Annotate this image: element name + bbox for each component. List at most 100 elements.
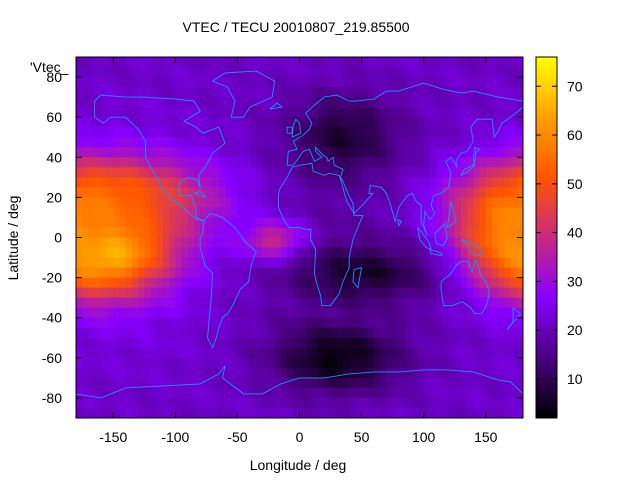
heat-cell <box>268 317 276 329</box>
heat-cell <box>249 407 257 418</box>
heat-cell <box>280 227 288 239</box>
heat-cell <box>473 57 481 68</box>
heat-cell <box>324 287 332 299</box>
heat-cell <box>311 407 319 418</box>
heat-cell <box>262 397 270 409</box>
heat-cell <box>280 237 288 249</box>
heat-cell <box>516 57 523 68</box>
heat-cell <box>107 397 114 409</box>
heat-cell <box>187 317 195 329</box>
heat-cell <box>187 387 195 399</box>
heat-cell <box>510 247 518 259</box>
heat-cell <box>479 117 487 128</box>
heat-cell <box>193 397 201 409</box>
heat-cell <box>442 277 450 289</box>
heat-cell <box>510 277 518 289</box>
heat-cell <box>144 147 152 158</box>
heat-cell <box>287 157 294 168</box>
heat-cell <box>392 327 400 339</box>
heat-cell <box>119 117 127 128</box>
heat-cell <box>398 57 406 68</box>
heat-cell <box>193 157 201 168</box>
heat-cell <box>367 407 375 418</box>
heat-cell <box>411 107 419 118</box>
heat-cell <box>156 87 164 98</box>
heat-cell <box>293 267 301 279</box>
heat-cell <box>417 107 425 118</box>
heat-cell <box>479 167 487 178</box>
heat-cell <box>268 227 276 239</box>
heat-cell <box>473 107 481 118</box>
heat-cell <box>150 357 158 369</box>
heat-cell <box>138 107 145 118</box>
heat-cell <box>479 317 487 329</box>
heat-cell <box>94 117 102 128</box>
heat-cell <box>411 67 419 78</box>
heat-cell <box>336 337 344 349</box>
heat-cell <box>150 197 158 209</box>
heat-cell <box>193 77 201 88</box>
heat-cell <box>305 77 313 88</box>
heat-cell <box>330 97 338 108</box>
heat-cell <box>355 167 363 178</box>
heat-cell <box>398 137 406 148</box>
heat-cell <box>460 227 468 239</box>
heat-cell <box>318 67 325 78</box>
heat-cell <box>380 77 388 88</box>
heat-cell <box>150 67 158 78</box>
heat-cell <box>256 347 263 359</box>
heat-cell <box>386 287 394 299</box>
heat-cell <box>299 67 307 78</box>
heat-cell <box>411 277 419 289</box>
heat-cell <box>405 257 412 269</box>
heat-cell <box>436 277 443 289</box>
heat-cell <box>374 137 381 148</box>
heat-cell <box>324 327 332 339</box>
heat-cell <box>169 137 176 148</box>
heat-cell <box>119 287 127 299</box>
heat-cell <box>76 187 83 198</box>
heat-cell <box>193 167 201 178</box>
heat-cell <box>144 127 152 138</box>
heat-cell <box>113 57 121 68</box>
heat-cell <box>88 227 96 239</box>
heat-cell <box>187 267 195 279</box>
heat-cell <box>144 67 152 78</box>
heat-cell <box>498 287 505 299</box>
heat-cell <box>504 337 512 349</box>
coastline <box>277 162 364 307</box>
heat-cell <box>156 327 164 339</box>
heat-cell <box>448 347 456 359</box>
heat-cell <box>516 237 523 249</box>
coastline <box>429 249 443 257</box>
heat-cell <box>374 297 381 309</box>
heat-cell <box>473 347 481 359</box>
heat-cell <box>144 87 152 98</box>
heat-cell <box>473 97 481 108</box>
heat-cell <box>386 407 394 418</box>
heat-cell <box>460 327 468 339</box>
heat-cell <box>417 57 425 68</box>
heat-cell <box>181 297 189 309</box>
heat-cell <box>510 377 518 389</box>
heat-cell <box>498 117 505 128</box>
heat-cell <box>318 217 325 229</box>
heat-cell <box>367 57 375 68</box>
heat-cell <box>355 77 363 88</box>
heat-cell <box>305 157 313 168</box>
heat-cell <box>510 327 518 339</box>
heat-cell <box>516 147 523 158</box>
heat-cell <box>336 277 344 289</box>
heat-cell <box>256 287 263 299</box>
heat-cell <box>392 147 400 158</box>
heat-cell <box>367 347 375 359</box>
heat-cell <box>200 307 207 319</box>
heat-cell <box>262 287 270 299</box>
heat-cell <box>311 107 319 118</box>
heat-cell <box>417 397 425 409</box>
heat-cell <box>504 157 512 168</box>
heat-cell <box>150 247 158 259</box>
heat-cell <box>324 137 332 148</box>
heat-cell <box>349 117 356 128</box>
heat-cell <box>76 407 83 418</box>
